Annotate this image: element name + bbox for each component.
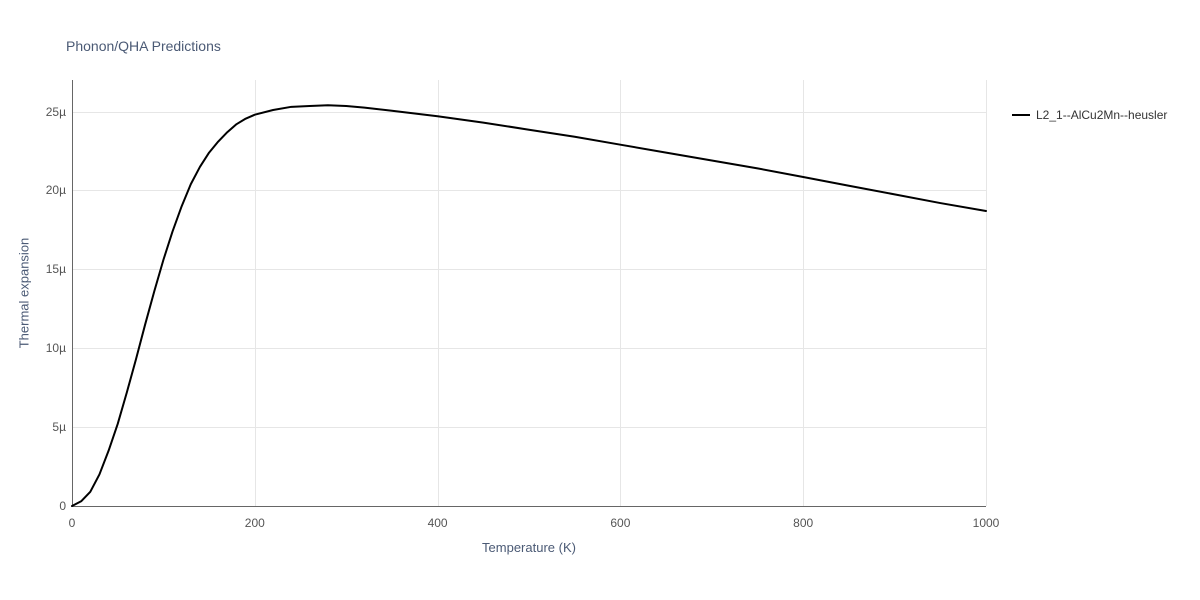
y-tick-label: 20µ: [42, 183, 66, 197]
x-tick-label: 800: [793, 516, 813, 530]
series-layer: [72, 80, 986, 506]
x-tick-label: 200: [245, 516, 265, 530]
x-tick-label: 400: [428, 516, 448, 530]
x-tick-label: 600: [610, 516, 630, 530]
y-tick-label: 5µ: [42, 420, 66, 434]
x-axis-line: [72, 506, 986, 507]
series-line: [72, 105, 986, 506]
x-tick-label: 1000: [973, 516, 1000, 530]
y-axis-title: Thermal expansion: [17, 238, 32, 349]
legend-swatch: [1012, 114, 1030, 116]
gridline-vertical: [986, 80, 987, 506]
x-axis-title: Temperature (K): [482, 540, 576, 555]
chart-title: Phonon/QHA Predictions: [66, 38, 221, 54]
y-tick-label: 10µ: [42, 341, 66, 355]
legend-item[interactable]: L2_1--AlCu2Mn--heusler: [1012, 108, 1167, 122]
chart-root: Phonon/QHA Predictions Temperature (K) T…: [0, 0, 1200, 600]
plot-area: [72, 80, 986, 506]
y-tick-label: 0: [42, 499, 66, 513]
y-tick-label: 15µ: [42, 262, 66, 276]
y-tick-label: 25µ: [42, 105, 66, 119]
legend-label: L2_1--AlCu2Mn--heusler: [1036, 108, 1167, 122]
x-tick-label: 0: [69, 516, 76, 530]
legend: L2_1--AlCu2Mn--heusler: [1012, 108, 1167, 122]
